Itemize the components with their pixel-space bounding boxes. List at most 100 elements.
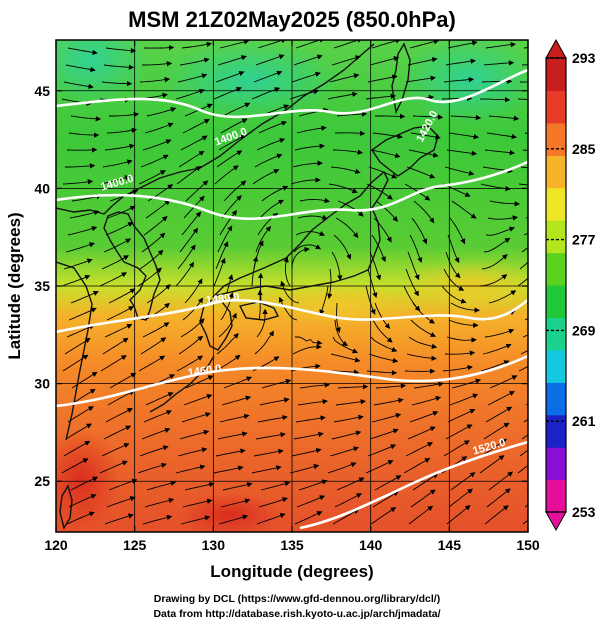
streamline xyxy=(179,57,210,66)
streamline xyxy=(410,489,436,508)
wind-streamlines xyxy=(61,40,528,525)
streamline xyxy=(213,257,226,287)
streamline xyxy=(441,285,467,304)
streamline xyxy=(481,78,513,84)
streamline xyxy=(138,355,166,372)
streamline xyxy=(488,471,514,491)
streamline xyxy=(108,478,138,491)
streamline xyxy=(289,463,320,474)
streamline xyxy=(181,412,211,423)
streamline xyxy=(217,431,248,440)
streamline xyxy=(141,427,171,440)
streamline xyxy=(331,55,361,66)
streamline xyxy=(444,350,476,356)
geopotential-contour xyxy=(56,68,528,119)
streamline xyxy=(146,107,177,117)
streamline xyxy=(408,505,434,525)
streamline xyxy=(139,249,164,270)
streamline xyxy=(69,209,100,219)
geopotential-contour xyxy=(56,160,528,221)
streamline xyxy=(106,127,138,134)
streamline xyxy=(411,217,428,245)
streamline xyxy=(175,88,205,100)
streamline xyxy=(294,143,325,151)
streamline xyxy=(139,76,171,83)
streamline xyxy=(223,376,253,389)
streamline xyxy=(104,513,134,525)
streamline xyxy=(293,244,322,253)
streamline xyxy=(260,481,291,491)
streamline xyxy=(223,180,247,202)
streamline xyxy=(449,217,466,245)
warm-anomaly-shade xyxy=(400,260,528,310)
colorbar-max-arrow xyxy=(545,38,567,59)
streamline xyxy=(216,333,239,355)
streamline xyxy=(217,55,247,66)
streamline xyxy=(179,429,210,440)
streamline xyxy=(62,354,89,372)
streamline xyxy=(445,424,473,440)
streamline xyxy=(65,64,96,73)
geopotential-contour xyxy=(56,298,528,334)
geopotential-contour xyxy=(56,354,528,408)
streamline xyxy=(331,430,362,440)
streamline xyxy=(334,130,366,136)
streamline xyxy=(448,319,479,328)
streamline xyxy=(259,397,290,406)
streamline xyxy=(367,74,398,83)
streamline xyxy=(450,302,480,313)
streamline xyxy=(291,71,321,83)
streamline xyxy=(220,292,234,321)
streamline xyxy=(405,442,433,457)
streamline xyxy=(479,455,505,474)
streamline xyxy=(372,491,399,508)
streamline xyxy=(184,481,215,491)
colorbar-segment xyxy=(546,90,566,124)
streamline xyxy=(410,132,441,140)
streamline xyxy=(105,408,133,423)
streamline xyxy=(183,393,213,406)
streamline xyxy=(104,323,133,338)
streamline xyxy=(294,336,323,346)
streamline xyxy=(488,115,520,122)
streamline xyxy=(374,475,402,491)
streamline xyxy=(141,232,166,253)
streamline xyxy=(107,205,136,219)
streamline xyxy=(328,183,358,194)
streamline xyxy=(483,60,515,66)
streamline xyxy=(251,465,282,474)
y-tick-label: 30 xyxy=(34,376,50,392)
streamline xyxy=(106,306,134,321)
streamline xyxy=(258,120,288,134)
streamline xyxy=(138,170,166,185)
streamline xyxy=(253,70,283,83)
x-tick-label: 130 xyxy=(202,537,226,553)
streamline xyxy=(329,446,360,457)
streamline xyxy=(145,392,174,406)
streamline xyxy=(479,274,508,287)
streamline xyxy=(61,458,89,474)
streamline xyxy=(408,149,439,158)
colorbar-tick-label: 277 xyxy=(572,232,596,248)
streamline xyxy=(109,111,140,118)
streamline xyxy=(487,215,519,221)
streamline xyxy=(367,444,397,457)
streamline xyxy=(108,288,136,304)
streamline xyxy=(373,217,392,243)
streamline xyxy=(297,398,328,406)
streamline xyxy=(220,498,251,508)
streamline xyxy=(484,505,509,525)
streamline xyxy=(486,132,517,140)
streamline xyxy=(216,150,243,168)
streamline xyxy=(446,149,478,156)
streamline xyxy=(521,64,528,66)
streamline xyxy=(375,200,398,222)
streamline xyxy=(517,98,528,101)
streamline xyxy=(489,375,518,389)
streamline xyxy=(367,268,378,299)
streamline xyxy=(63,81,94,90)
streamline xyxy=(372,319,393,343)
streamline xyxy=(100,175,131,185)
y-axis-label: Latitude (degrees) xyxy=(5,212,24,359)
x-axis-label: Longitude (degrees) xyxy=(210,562,373,581)
